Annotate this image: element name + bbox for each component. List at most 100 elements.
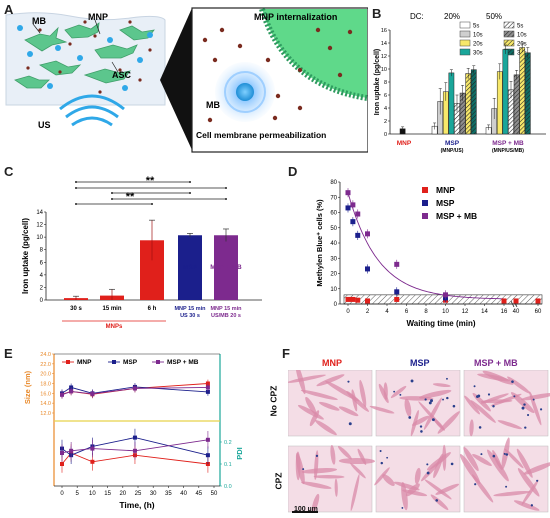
data-point — [345, 296, 351, 302]
chart-e: 12.0 14.0 16.0 18.0 20.0 22.0 24.0 0.0 0.1 0.2 0 5 1… — [23, 352, 244, 510]
cell-shape — [424, 479, 452, 500]
cell-shape — [301, 467, 338, 474]
x-tick-label: 25 — [135, 491, 142, 497]
data-point — [90, 446, 95, 451]
cell-shape — [412, 415, 430, 426]
data-point — [345, 190, 351, 196]
chart-c: 0 2 4 6 8 10 12 14 Iron uptake (pg/cell) ** ** MSP M… — [21, 175, 262, 330]
legend-label: 5s — [473, 24, 479, 30]
y-tick-label: 0.0 — [224, 484, 232, 490]
cell-shape — [516, 448, 533, 478]
dc-label: DC: — [410, 12, 424, 21]
legend-label: 10s — [473, 33, 483, 39]
group-label: MNP — [397, 140, 412, 147]
cell-shape — [433, 418, 445, 431]
stained-particle — [386, 456, 389, 459]
category-label: 15 min — [102, 306, 121, 312]
scale-bar-label: 100 µm — [294, 506, 318, 513]
cell-shape — [311, 493, 320, 513]
cell-shape — [383, 382, 388, 400]
legend-label: 30s — [473, 51, 483, 57]
stained-particle — [410, 379, 414, 383]
stained-particle — [450, 462, 454, 466]
legend-swatch — [459, 30, 471, 38]
cell-shape — [374, 467, 390, 486]
bar — [513, 74, 520, 135]
y-tick-label: 70 — [330, 195, 337, 201]
data-point — [90, 391, 95, 396]
micrograph-tile — [459, 437, 550, 513]
stained-particle — [521, 406, 525, 410]
stained-particle — [477, 394, 481, 398]
cell-shape — [469, 419, 474, 437]
y-tick-label: 14 — [36, 210, 43, 216]
stained-particle — [505, 453, 509, 456]
panel-d: D 0 10 20 30 40 50 60 70 80 0 2 4 6 8 10 12 14 16 40 60 Meth… — [282, 162, 550, 330]
data-point — [69, 389, 74, 394]
dc-20-label: 20% — [444, 12, 461, 21]
x-tick-label: 16 — [501, 309, 508, 315]
cell-shape — [357, 448, 367, 465]
dc-50-label: 50% — [486, 12, 503, 21]
x-axis-label: Waiting time (min) — [406, 319, 475, 328]
cell-shape — [316, 374, 345, 387]
legend-label: MSP — [436, 198, 455, 208]
cell-shape — [493, 490, 531, 497]
legend-label: 10s — [517, 33, 527, 39]
stained-particle — [430, 399, 434, 403]
legend-swatch — [422, 200, 428, 206]
group-sub-label: (MNP/US) — [441, 148, 464, 154]
stained-particle — [474, 483, 477, 486]
cell-shape — [337, 445, 352, 460]
panel-b-label: B — [372, 6, 382, 21]
stained-particle — [348, 422, 352, 426]
cell-shape — [401, 482, 408, 511]
stained-particle — [530, 504, 534, 507]
data-point — [513, 298, 519, 304]
cell-shape — [497, 420, 523, 430]
fit-curve — [347, 192, 504, 300]
cell-shape — [334, 478, 338, 497]
data-point — [60, 392, 64, 397]
stained-particle — [401, 507, 404, 509]
legend-label: MSP — [123, 359, 138, 366]
stained-particle — [347, 380, 350, 383]
cell-shape — [426, 452, 451, 471]
mspmb-top-label: MSP + MB — [210, 264, 242, 271]
y-tick-label: 60 — [330, 211, 337, 217]
y-tick-label: 4 — [384, 106, 387, 112]
x-tick-label: 8 — [424, 309, 428, 315]
x-tick-label: 40 — [180, 491, 187, 497]
stained-particle — [420, 430, 423, 433]
stained-particle — [503, 452, 506, 455]
asc-label: ASC — [112, 70, 132, 80]
y-tick-label: 12 — [36, 223, 43, 229]
data-point — [132, 448, 137, 453]
cell-shape — [414, 467, 421, 485]
cell-shape — [305, 396, 317, 415]
data-point — [205, 389, 210, 394]
y-tick-label: 8 — [384, 80, 387, 86]
data-point — [90, 459, 95, 464]
data-point — [365, 231, 370, 237]
cell-shape — [529, 391, 542, 426]
y-tick-label: 12 — [381, 54, 387, 60]
bracket-end — [75, 203, 77, 205]
data-point — [350, 296, 356, 302]
bar — [178, 235, 202, 300]
cell-shape — [359, 379, 367, 408]
panel-f: F MNP MSP MSP + MB No CPZ CPZ 100 µm — [268, 344, 550, 517]
stained-particle — [452, 404, 456, 408]
legend-swatch — [503, 21, 515, 29]
cell-shape — [480, 393, 509, 404]
chart-d: 0 10 20 30 40 50 60 70 80 0 2 4 6 8 10 12 14 16 40 60 Methyl… — [315, 180, 543, 328]
y-tick-label: 80 — [330, 180, 337, 186]
stained-particle — [487, 393, 491, 396]
cell-shape — [295, 370, 306, 395]
y-tick-label: 30 — [330, 256, 337, 262]
cell-shape — [459, 453, 481, 485]
category-label: 6 h — [148, 306, 157, 312]
y-tick-label: 14.0 — [40, 401, 51, 407]
micrograph-tile — [288, 370, 373, 437]
cell-membrane-label: Cell membrane permeabilization — [196, 130, 327, 140]
